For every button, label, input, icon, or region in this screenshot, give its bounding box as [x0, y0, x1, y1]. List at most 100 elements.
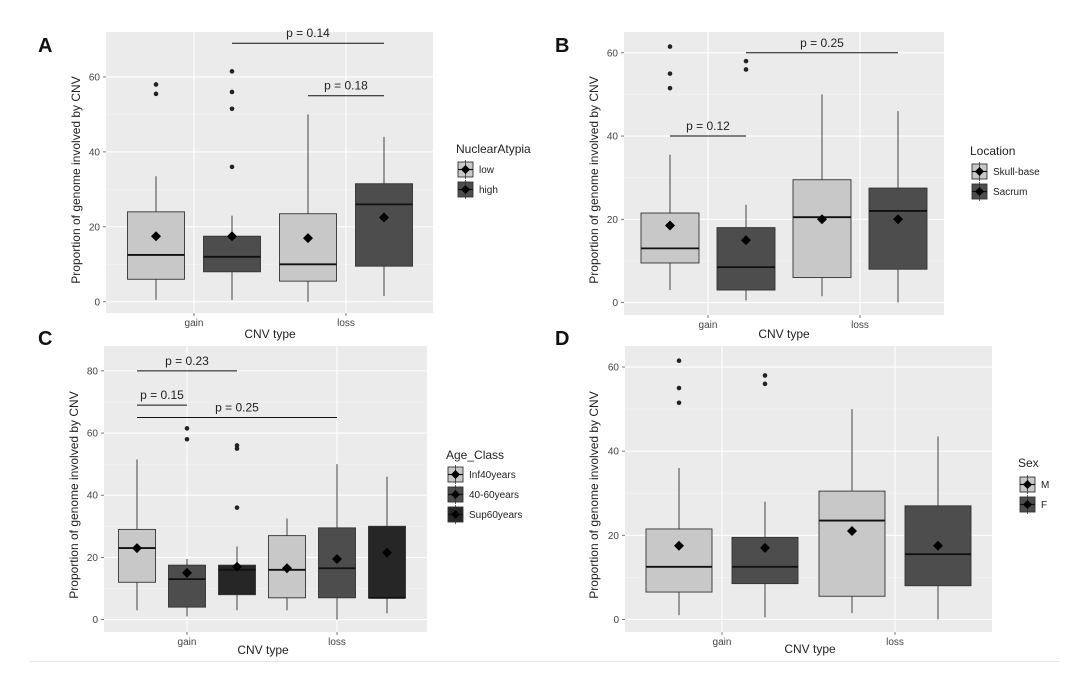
mean-marker	[379, 212, 389, 223]
panel-c: C Proportion of genome involved by CNV C…	[38, 328, 522, 657]
panel-label: C	[38, 328, 52, 350]
comparison-bracket: p = 0.18	[308, 79, 384, 97]
box-rect	[731, 536, 799, 585]
mean-marker	[760, 542, 770, 553]
outlier-point	[743, 58, 749, 64]
y-tick-label: 20	[607, 215, 619, 226]
outlier-point	[667, 85, 673, 91]
box-loss-high	[355, 136, 413, 297]
legend-label: Sup60years	[469, 510, 522, 521]
box-rect	[203, 235, 261, 273]
legend-entry: 40-60years	[447, 485, 519, 504]
x-axis-title: CNV type	[244, 327, 296, 341]
comparison-bracket: p = 0.25	[137, 401, 337, 418]
x-tick-label: loss	[886, 637, 904, 648]
outlier-point	[762, 381, 768, 387]
outlier-point	[234, 443, 240, 448]
box-loss-Inf40years	[268, 518, 306, 611]
outlier-point	[667, 71, 673, 76]
legend-label: F	[1041, 500, 1047, 511]
box-rect	[118, 528, 156, 583]
legend-key-mean	[1023, 480, 1032, 489]
mean-marker	[933, 540, 943, 551]
mean-marker	[674, 540, 684, 551]
box-rect	[127, 211, 185, 280]
comparison-bracket: p = 0.15	[137, 388, 187, 406]
box-rect	[279, 213, 337, 282]
outlier-point	[153, 82, 159, 87]
legend-entry: high	[457, 180, 498, 199]
outlier-point	[153, 91, 159, 97]
y-tick-label: 0	[92, 615, 98, 626]
legend-key-mean	[975, 187, 984, 196]
legend-entry: M	[1019, 475, 1049, 494]
y-tick-label: 60	[607, 48, 619, 59]
legend-entry: Sacrum	[971, 182, 1027, 201]
outlier-point	[762, 373, 768, 378]
y-tick-label: 20	[608, 531, 620, 542]
outlier-point	[676, 400, 682, 406]
legend-title: Age_Class	[446, 448, 504, 462]
comparison-bracket: p = 0.12	[670, 119, 746, 137]
box-gain-F	[731, 373, 799, 618]
box-rect	[818, 490, 886, 597]
outlier-point	[676, 358, 682, 364]
outlier-point	[234, 505, 240, 510]
y-tick-label: 60	[87, 429, 99, 440]
box-rect	[792, 179, 852, 278]
y-tick-label: 40	[89, 147, 101, 158]
x-tick-label: loss	[851, 320, 869, 331]
panel-b: B Proportion of genome involved by CNV C…	[555, 32, 1040, 341]
panel-d: D Proportion of genome involved by CNV C…	[555, 328, 1049, 656]
comparison-bracket: p = 0.14	[232, 26, 384, 44]
box-loss-Sacrum	[868, 111, 928, 303]
box-gain-low	[127, 82, 185, 300]
box-loss-M	[818, 409, 886, 614]
outlier-point	[184, 426, 190, 431]
comparison-bracket: p = 0.23	[137, 354, 237, 372]
p-value-label: p = 0.25	[800, 36, 844, 50]
outlier-point	[184, 436, 190, 442]
box-rect	[355, 183, 413, 267]
box-loss-40-60years	[318, 464, 356, 620]
outlier-point	[229, 106, 235, 112]
x-axis-title: CNV type	[784, 642, 836, 656]
p-value-label: p = 0.14	[286, 26, 330, 40]
legend-entry: F	[1019, 495, 1047, 514]
mean-marker	[282, 563, 292, 574]
y-tick-label: 40	[87, 491, 99, 502]
mean-marker	[382, 547, 392, 558]
mean-marker	[847, 526, 857, 537]
x-tick-label: gain	[178, 637, 197, 648]
legend-label: Sacrum	[993, 187, 1027, 198]
legend-entry: Inf40years	[447, 465, 516, 484]
legend-key-mean	[451, 490, 460, 499]
outlier-point	[676, 385, 682, 391]
legend-entry: low	[457, 160, 495, 179]
legend-title: Sex	[1018, 456, 1039, 470]
legend-entry: Sup60years	[447, 505, 522, 524]
mean-marker	[893, 214, 903, 225]
box-gain-high	[203, 69, 261, 300]
y-tick-label: 0	[612, 298, 618, 309]
mean-marker	[665, 220, 675, 231]
legend-key-mean	[975, 167, 984, 176]
box-rect	[868, 187, 928, 270]
outlier-point	[743, 67, 749, 72]
p-value-label: p = 0.25	[215, 401, 259, 415]
mean-marker	[741, 235, 751, 246]
mean-marker	[132, 543, 142, 554]
mean-marker	[332, 553, 342, 564]
outlier-point	[229, 89, 235, 95]
legend-key-mean	[461, 165, 470, 174]
y-tick-label: 40	[608, 447, 620, 458]
box-rect	[645, 528, 713, 593]
legend-label: 40-60years	[469, 490, 519, 501]
y-axis-title: Proportion of genome involved by CNV	[69, 76, 83, 283]
mean-marker	[303, 233, 313, 244]
x-axis-title: CNV type	[758, 327, 810, 341]
x-tick-label: loss	[337, 318, 355, 329]
box-loss-Sup60years	[368, 476, 406, 614]
